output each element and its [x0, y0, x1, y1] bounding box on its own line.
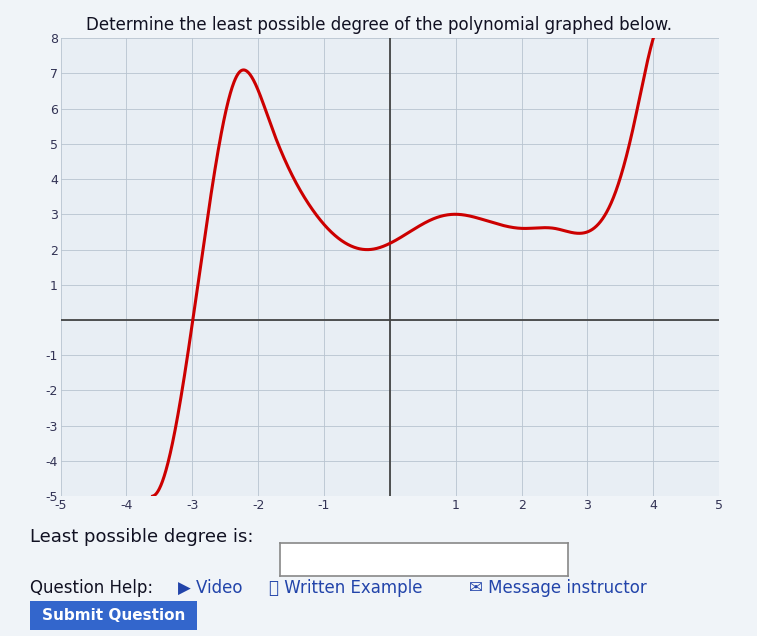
- Text: Question Help:: Question Help:: [30, 579, 154, 597]
- Text: ✉ Message instructor: ✉ Message instructor: [469, 579, 647, 597]
- Text: Determine the least possible degree of the polynomial graphed below.: Determine the least possible degree of t…: [86, 16, 671, 34]
- Text: Submit Question: Submit Question: [42, 608, 185, 623]
- Text: ▶ Video: ▶ Video: [178, 579, 242, 597]
- Text: Least possible degree is:: Least possible degree is:: [30, 529, 254, 546]
- Text: 📄 Written Example: 📄 Written Example: [269, 579, 422, 597]
